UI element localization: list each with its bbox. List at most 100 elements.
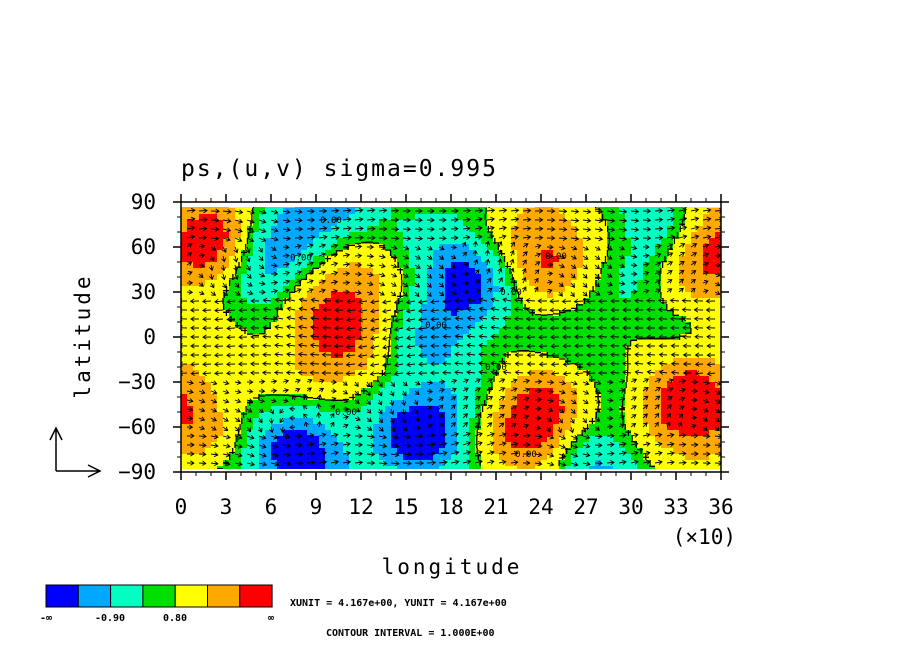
field-cell xyxy=(307,406,314,413)
field-cell xyxy=(373,238,380,245)
field-cell xyxy=(181,286,188,293)
field-cell xyxy=(319,424,326,431)
field-cell xyxy=(319,292,326,299)
field-cell xyxy=(589,412,596,419)
field-cell xyxy=(385,340,392,347)
field-cell xyxy=(433,220,440,227)
field-cell xyxy=(715,346,721,353)
field-cell xyxy=(685,238,692,245)
field-cell xyxy=(427,370,434,377)
field-cell xyxy=(241,256,248,263)
field-cell xyxy=(187,364,194,371)
field-cell xyxy=(613,430,620,437)
field-cell xyxy=(523,340,530,347)
field-cell xyxy=(451,406,458,413)
field-cell xyxy=(223,430,230,437)
field-cell xyxy=(547,394,554,401)
field-cell xyxy=(367,220,374,227)
field-cell xyxy=(217,226,224,233)
field-cell xyxy=(301,286,308,293)
field-cell xyxy=(331,207,338,209)
field-cell xyxy=(187,466,194,469)
field-cell xyxy=(661,232,668,239)
field-cell xyxy=(529,298,536,305)
field-cell xyxy=(211,364,218,371)
field-cell xyxy=(187,346,194,353)
field-cell xyxy=(427,328,434,335)
field-cell xyxy=(259,328,266,335)
field-cell xyxy=(289,364,296,371)
field-cell xyxy=(295,256,302,263)
field-cell xyxy=(247,292,254,299)
field-cell xyxy=(283,280,290,287)
field-cell xyxy=(253,412,260,419)
field-cell xyxy=(337,226,344,233)
field-cell xyxy=(469,207,476,209)
field-cell xyxy=(241,358,248,365)
field-cell xyxy=(421,322,428,329)
field-cell xyxy=(307,412,314,419)
field-cell xyxy=(235,376,242,383)
field-cell xyxy=(295,400,302,407)
field-cell xyxy=(661,412,668,419)
field-cell xyxy=(271,298,278,305)
field-cell xyxy=(637,244,644,251)
field-cell xyxy=(433,232,440,239)
field-cell xyxy=(205,424,212,431)
field-cell xyxy=(559,256,566,263)
field-cell xyxy=(349,406,356,413)
field-cell xyxy=(481,298,488,305)
field-cell xyxy=(283,424,290,431)
field-cell xyxy=(457,268,464,275)
field-cell xyxy=(469,304,476,311)
field-cell xyxy=(259,370,266,377)
field-cell xyxy=(613,226,620,233)
field-cell xyxy=(595,220,602,227)
field-cell xyxy=(415,238,422,245)
field-cell xyxy=(397,382,404,389)
field-cell xyxy=(571,448,578,455)
field-cell xyxy=(349,208,356,215)
field-cell xyxy=(499,310,506,317)
field-cell xyxy=(313,436,320,443)
field-cell xyxy=(361,418,368,425)
field-cell xyxy=(421,310,428,317)
field-cell xyxy=(217,280,224,287)
field-cell xyxy=(271,406,278,413)
field-cell xyxy=(481,430,488,437)
field-cell xyxy=(637,430,644,437)
field-cell xyxy=(697,262,704,269)
field-cell xyxy=(391,394,398,401)
field-cell xyxy=(295,298,302,305)
field-cell xyxy=(679,346,686,353)
field-cell xyxy=(283,352,290,359)
field-cell xyxy=(277,370,284,377)
field-cell xyxy=(271,454,278,461)
field-cell xyxy=(427,442,434,449)
field-cell xyxy=(205,238,212,245)
field-cell xyxy=(241,412,248,419)
field-cell xyxy=(553,376,560,383)
field-cell xyxy=(433,358,440,365)
field-cell xyxy=(703,358,710,365)
field-cell xyxy=(415,250,422,257)
field-cell xyxy=(235,352,242,359)
field-cell xyxy=(553,208,560,215)
field-cell xyxy=(295,328,302,335)
field-cell xyxy=(319,418,326,425)
field-cell xyxy=(301,334,308,341)
field-cell xyxy=(421,412,428,419)
field-cell xyxy=(379,406,386,413)
field-cell xyxy=(469,286,476,293)
field-cell xyxy=(445,274,452,281)
field-cell xyxy=(415,268,422,275)
field-cell xyxy=(421,388,428,395)
field-cell xyxy=(271,430,278,437)
field-cell xyxy=(589,268,596,275)
field-cell xyxy=(685,280,692,287)
field-cell xyxy=(253,310,260,317)
field-cell xyxy=(427,466,434,469)
field-cell xyxy=(559,250,566,257)
field-cell xyxy=(457,358,464,365)
y-tick-label: −60 xyxy=(118,415,156,439)
